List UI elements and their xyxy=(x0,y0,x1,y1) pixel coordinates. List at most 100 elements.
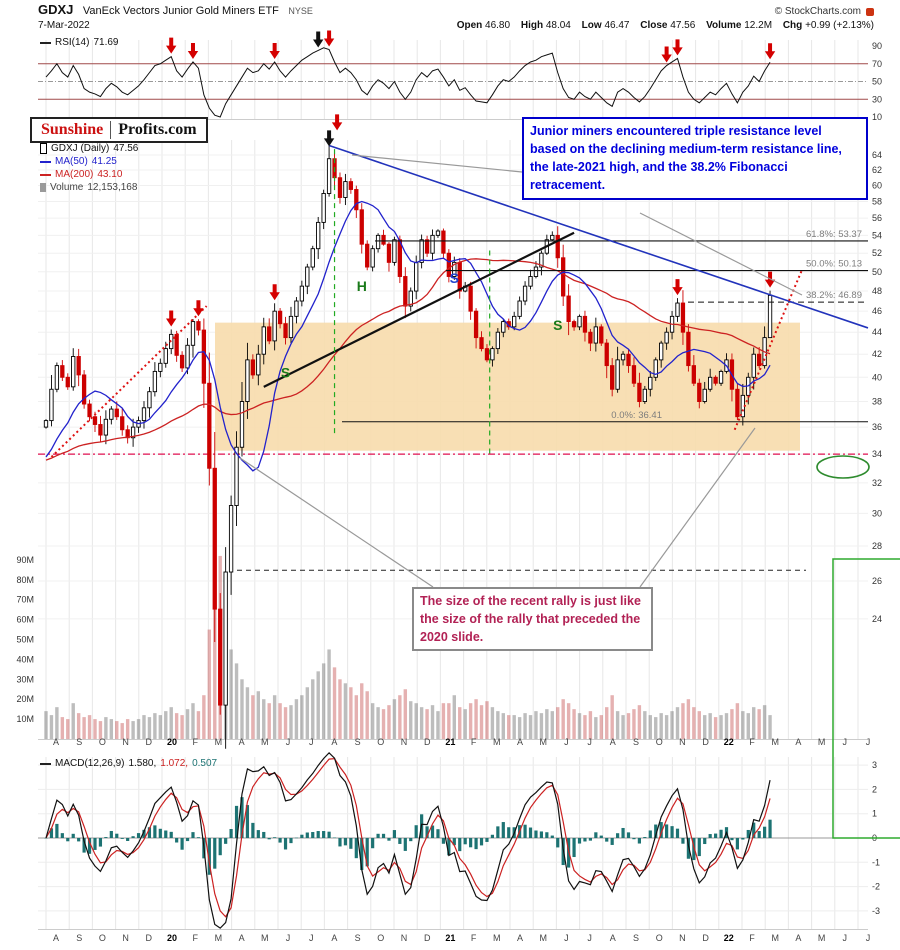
svg-text:10: 10 xyxy=(872,112,882,122)
svg-text:S: S xyxy=(355,933,361,943)
open-label: Open xyxy=(456,20,483,31)
chart-header: GDXJ VanEck Vectors Junior Gold Miners E… xyxy=(38,3,874,33)
svg-text:A: A xyxy=(53,737,59,747)
svg-text:M: M xyxy=(818,737,826,747)
svg-text:2: 2 xyxy=(872,784,877,794)
svg-text:52: 52 xyxy=(872,248,882,258)
macd-signal-line xyxy=(45,758,771,918)
svg-text:M: M xyxy=(261,737,269,747)
svg-text:J: J xyxy=(564,737,569,747)
svg-text:F: F xyxy=(192,737,198,747)
svg-text:50: 50 xyxy=(872,267,882,277)
svg-text:D: D xyxy=(146,737,153,747)
svg-text:26: 26 xyxy=(872,576,882,586)
svg-text:M: M xyxy=(539,737,547,747)
pattern-letter: H xyxy=(357,278,367,294)
red-down-arrow xyxy=(269,284,280,301)
pattern-letter: S xyxy=(281,364,290,380)
svg-text:38: 38 xyxy=(872,397,882,407)
svg-text:S: S xyxy=(76,737,82,747)
rally-before-2020-slide xyxy=(50,305,208,458)
svg-text:62: 62 xyxy=(872,165,882,175)
svg-text:48: 48 xyxy=(872,286,882,296)
svg-text:A: A xyxy=(239,737,245,747)
svg-text:S: S xyxy=(633,737,639,747)
fib-level-label: 61.8%: 53.37 xyxy=(806,229,862,240)
copyright: © StockCharts.com xyxy=(775,5,874,19)
svg-text:M: M xyxy=(261,933,269,943)
low-label: Low xyxy=(581,20,602,31)
svg-text:56: 56 xyxy=(872,213,882,223)
svg-text:D: D xyxy=(702,933,709,943)
macd-line xyxy=(45,751,771,929)
svg-text:58: 58 xyxy=(872,197,882,207)
svg-text:60M: 60M xyxy=(16,615,34,625)
svg-text:10M: 10M xyxy=(16,714,34,724)
svg-text:J: J xyxy=(587,737,592,747)
fib-level-label: 50.0%: 50.13 xyxy=(806,259,862,270)
red-down-arrow xyxy=(187,42,199,59)
ma50-line xyxy=(45,200,771,472)
svg-text:-1: -1 xyxy=(872,857,880,867)
red-down-arrow xyxy=(166,310,177,327)
svg-text:A: A xyxy=(331,933,337,943)
watermark-divider xyxy=(110,121,112,139)
svg-text:36: 36 xyxy=(872,422,882,432)
svg-text:20M: 20M xyxy=(16,694,34,704)
svg-text:34: 34 xyxy=(872,449,882,459)
svg-text:N: N xyxy=(401,737,408,747)
svg-text:O: O xyxy=(99,737,106,747)
svg-text:22: 22 xyxy=(724,737,734,747)
svg-text:21: 21 xyxy=(445,933,455,943)
volume-label: Volume xyxy=(706,20,742,31)
rally-size-annotation: The size of the recent rally is just lik… xyxy=(412,587,653,652)
svg-text:D: D xyxy=(702,737,709,747)
ticker-symbol: GDXJ xyxy=(38,2,74,17)
svg-text:N: N xyxy=(679,737,686,747)
svg-text:J: J xyxy=(309,933,314,943)
svg-text:44: 44 xyxy=(872,327,882,337)
svg-text:70M: 70M xyxy=(16,595,34,605)
svg-text:M: M xyxy=(493,737,501,747)
low-value: 46.47 xyxy=(604,20,630,31)
svg-text:A: A xyxy=(795,737,801,747)
svg-text:M: M xyxy=(539,933,547,943)
svg-text:J: J xyxy=(309,737,314,747)
svg-text:42: 42 xyxy=(872,349,882,359)
rising-support-neckline xyxy=(263,231,575,388)
svg-text:M: M xyxy=(818,933,826,943)
svg-text:O: O xyxy=(99,933,106,943)
svg-text:O: O xyxy=(656,933,663,943)
sunshine-profits-watermark: Sunshine Profits.com xyxy=(30,117,208,143)
watermark-part1: Sunshine xyxy=(41,121,104,138)
svg-text:54: 54 xyxy=(872,230,882,240)
svg-text:M: M xyxy=(493,933,501,943)
red-down-arrow xyxy=(672,279,683,296)
chart-date: 7-Mar-2022 xyxy=(38,20,90,31)
watermark-part2: Profits.com xyxy=(118,121,197,138)
svg-text:F: F xyxy=(749,737,755,747)
svg-text:1: 1 xyxy=(872,809,877,819)
svg-text:60: 60 xyxy=(872,181,882,191)
svg-text:N: N xyxy=(122,737,129,747)
svg-text:M: M xyxy=(215,737,223,747)
svg-text:28: 28 xyxy=(872,541,882,551)
open-value: 46.80 xyxy=(485,20,511,31)
svg-text:A: A xyxy=(610,933,616,943)
instrument-name: VanEck Vectors Junior Gold Miners ETF xyxy=(82,5,279,17)
annotation-connector-line xyxy=(639,212,803,296)
svg-text:J: J xyxy=(587,933,592,943)
ohlc-readout: Open 46.80 High 48.04 Low 46.47 Close 47… xyxy=(449,19,874,33)
change-value: +0.99 (+2.13%) xyxy=(805,20,874,31)
svg-text:21: 21 xyxy=(445,737,455,747)
fib-level-label: 0.0%: 36.41 xyxy=(611,410,662,421)
svg-text:50M: 50M xyxy=(16,635,34,645)
svg-text:J: J xyxy=(843,933,848,943)
svg-text:20: 20 xyxy=(167,737,177,747)
title-group: GDXJ VanEck Vectors Junior Gold Miners E… xyxy=(38,3,313,18)
copyright-text: © StockCharts.com xyxy=(774,6,861,17)
stockcharts-logo-icon xyxy=(866,8,874,16)
ma200-line xyxy=(45,258,771,461)
svg-text:A: A xyxy=(795,933,801,943)
high-label: High xyxy=(520,20,544,31)
